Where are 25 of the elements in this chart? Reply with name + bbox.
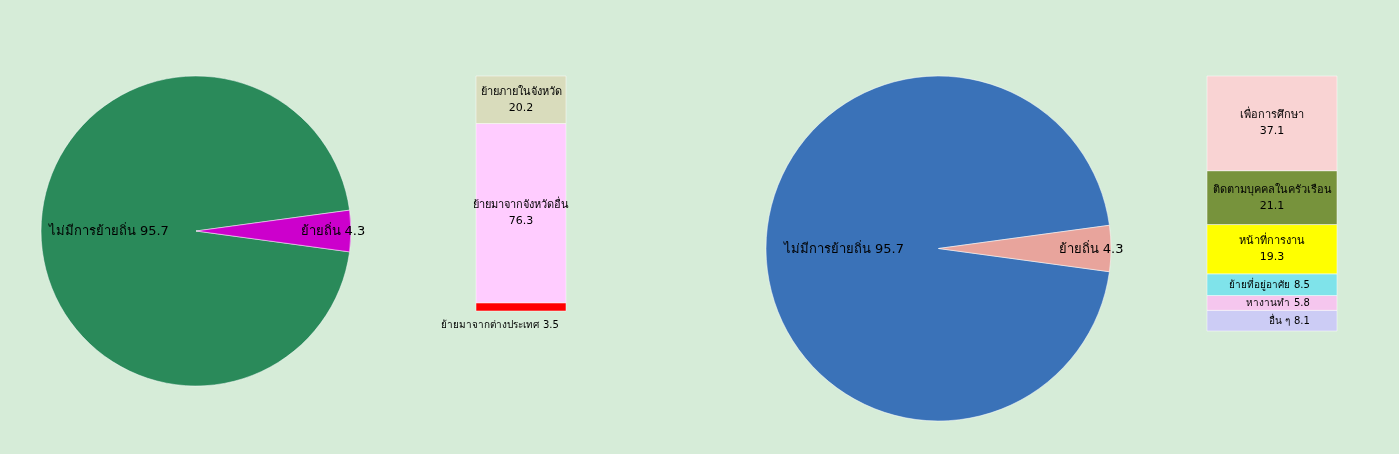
data-label: 76.3 (508, 214, 534, 228)
data-label: 95.7 (139, 223, 169, 238)
series-label: หางานทำ (1246, 296, 1290, 308)
data-label: 37.1 (1259, 124, 1285, 138)
data-label: 4.3 (1102, 240, 1124, 256)
data-label: 20.2 (508, 100, 534, 114)
slice-label: ย้ายถิ่น (300, 222, 341, 238)
data-label: 5.8 (1294, 296, 1310, 308)
data-label: 95.7 (875, 240, 904, 256)
data-label: 8.5 (1294, 278, 1310, 290)
data-label: 19.3 (1259, 250, 1285, 264)
data-label: 8.1 (1294, 314, 1310, 326)
series-label: ย้ายมาจากต่างประเทศ (441, 319, 540, 330)
series-label: ย้ายที่อยู่อาศัย (1229, 276, 1290, 291)
data-label: 21.1 (1259, 198, 1285, 212)
series-label: อื่น ๆ (1268, 312, 1290, 326)
series-label: ติดตามบุคคลในครัวเรือน (1212, 182, 1332, 196)
slice-label: ไม่มีการย้ายถิ่น (47, 222, 136, 238)
slice-label: ย้ายถิ่น (1058, 239, 1099, 256)
series-label: หน้าที่การงาน (1239, 232, 1305, 248)
data-label: 3.5 (543, 319, 559, 330)
series-label: เพื่อการศึกษา (1240, 106, 1304, 122)
slice-label: ไม่มีการย้ายถิ่น (783, 239, 872, 256)
series-label: ย้ายภายในจังหวัด (480, 84, 562, 98)
series-label: ย้ายมาจากจังหวัดอื่น (473, 196, 569, 212)
